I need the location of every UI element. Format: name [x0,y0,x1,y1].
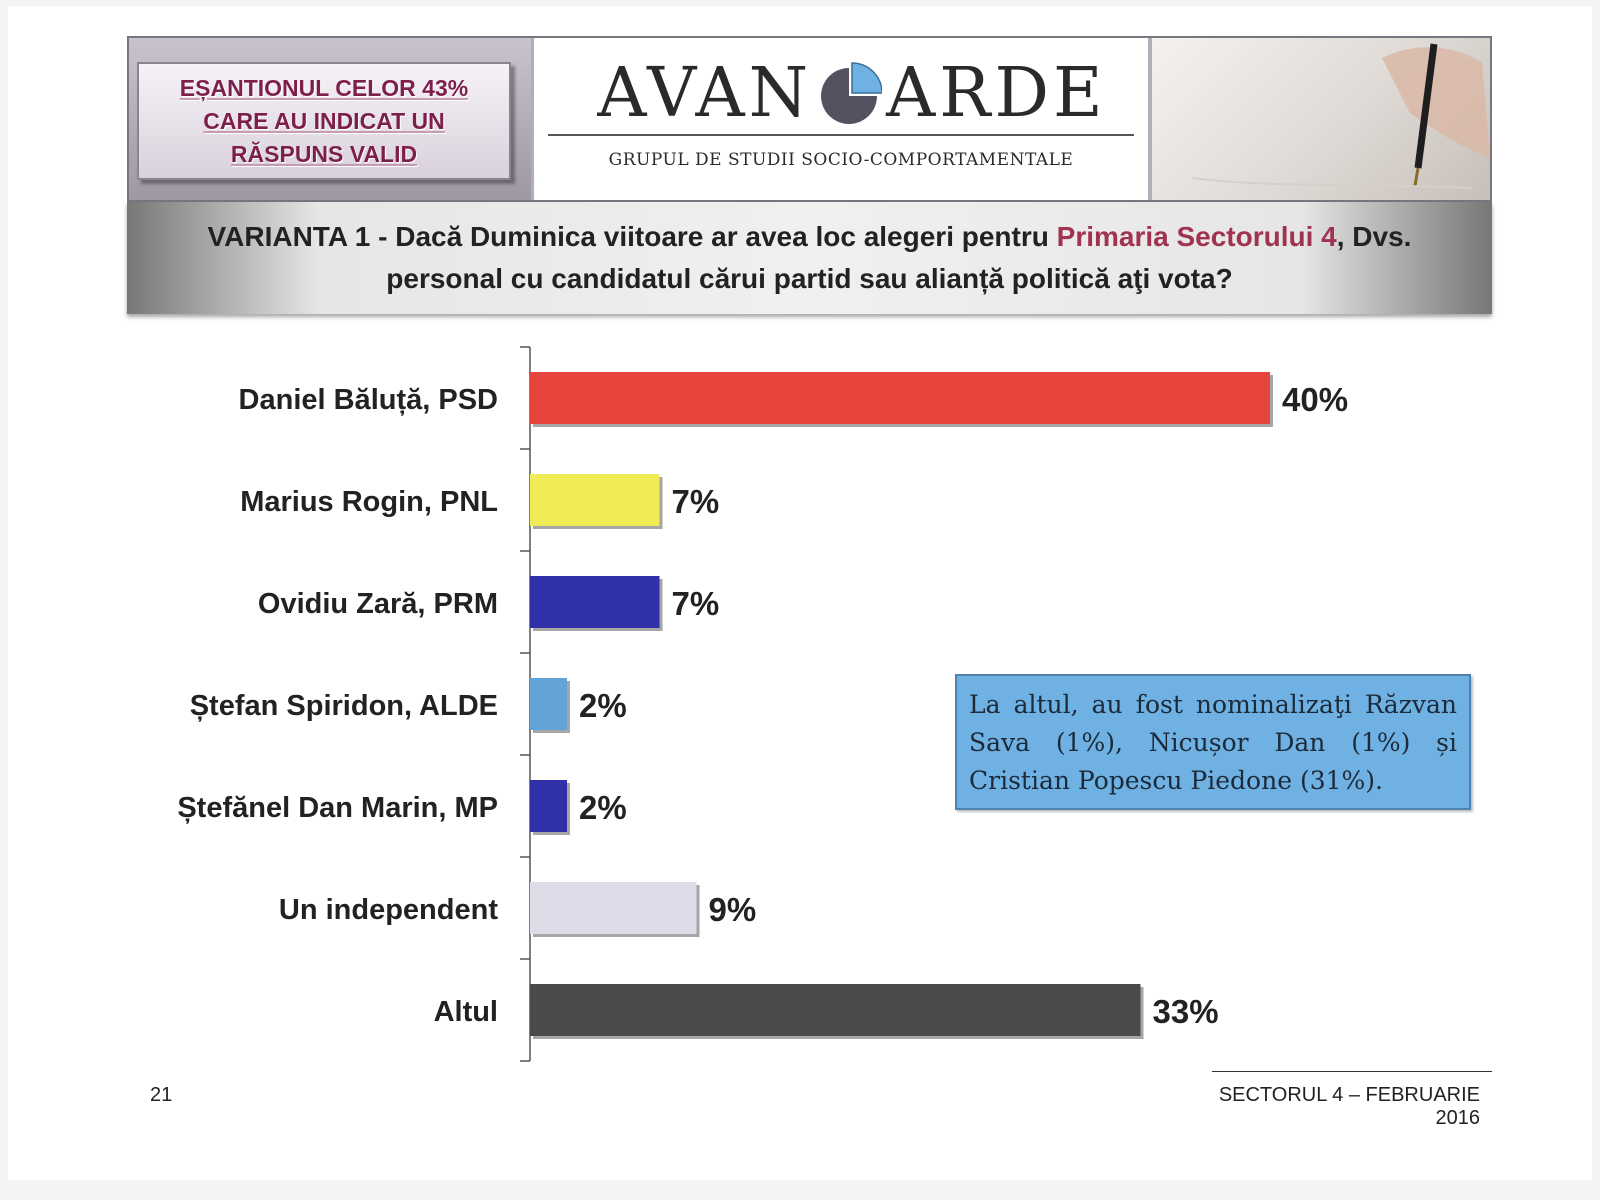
sample-note-box: EȘANTIONUL CELOR 43% CARE AU INDICAT UN … [137,62,511,180]
category-label: Un independent [279,894,498,926]
value-label: 7% [672,585,720,622]
logo: AVAN ARDE [582,54,1122,133]
category-label: Ștefănel Dan Marin, MP [177,792,498,824]
header-photo [1152,38,1490,200]
category-label: Marius Rogin, PNL [240,486,498,518]
category-label: Daniel Băluță, PSD [239,384,498,416]
logo-text-left: AVAN [597,54,813,133]
header-banner: EȘANTIONUL CELOR 43% CARE AU INDICAT UN … [127,36,1492,202]
bar-independent [530,882,697,934]
bar-prm [530,576,660,628]
bar-alde [530,678,567,730]
sample-note: EȘANTIONUL CELOR 43% CARE AU INDICAT UN … [179,74,469,167]
question-prefix: VARIANTA 1 - Dacă Duminica viitoare ar a… [207,221,1057,252]
question-band: VARIANTA 1 - Dacă Duminica viitoare ar a… [127,202,1492,314]
pie-logo-icon [821,61,883,124]
bar-altul [530,984,1141,1036]
value-label: 9% [709,891,757,928]
question-text: VARIANTA 1 - Dacă Duminica viitoare ar a… [190,216,1430,300]
category-label: Altul [434,996,498,1028]
note-box: La altul, au fost nominalizaţi Răzvan Sa… [955,674,1471,810]
category-label: Ștefan Spiridon, ALDE [190,690,498,722]
question-suffix: , Dvs. personal cu candidatul cărui part… [386,221,1412,294]
value-label: 2% [579,789,627,826]
value-label: 2% [579,687,627,724]
bar-psd [530,372,1270,424]
footer-divider [1212,1071,1492,1072]
logo-panel: AVAN ARDE GRUPUL DE STUDII SOCIO-COMPORT… [534,38,1148,200]
value-label: 40% [1282,381,1348,418]
logo-text-right: ARDE [886,54,1107,133]
footer-label: SECTORUL 4 – FEBRUARIE 2016 [1218,1084,1480,1129]
header-left-panel: EȘANTIONUL CELOR 43% CARE AU INDICAT UN … [129,38,531,200]
pen-hand-icon [1191,43,1490,189]
question-highlight: Primaria Sectorului 4 [1056,221,1337,252]
value-label: 7% [672,483,720,520]
category-label: Ovidiu Zară, PRM [258,588,498,620]
page-number: 21 [150,1084,173,1106]
logo-divider [548,134,1134,136]
bar-mp [530,780,567,832]
value-label: 33% [1153,993,1219,1030]
logo-subtitle: GRUPUL DE STUDII SOCIO-COMPORTAMENTALE [608,150,1074,170]
bar-pnl [530,474,660,526]
